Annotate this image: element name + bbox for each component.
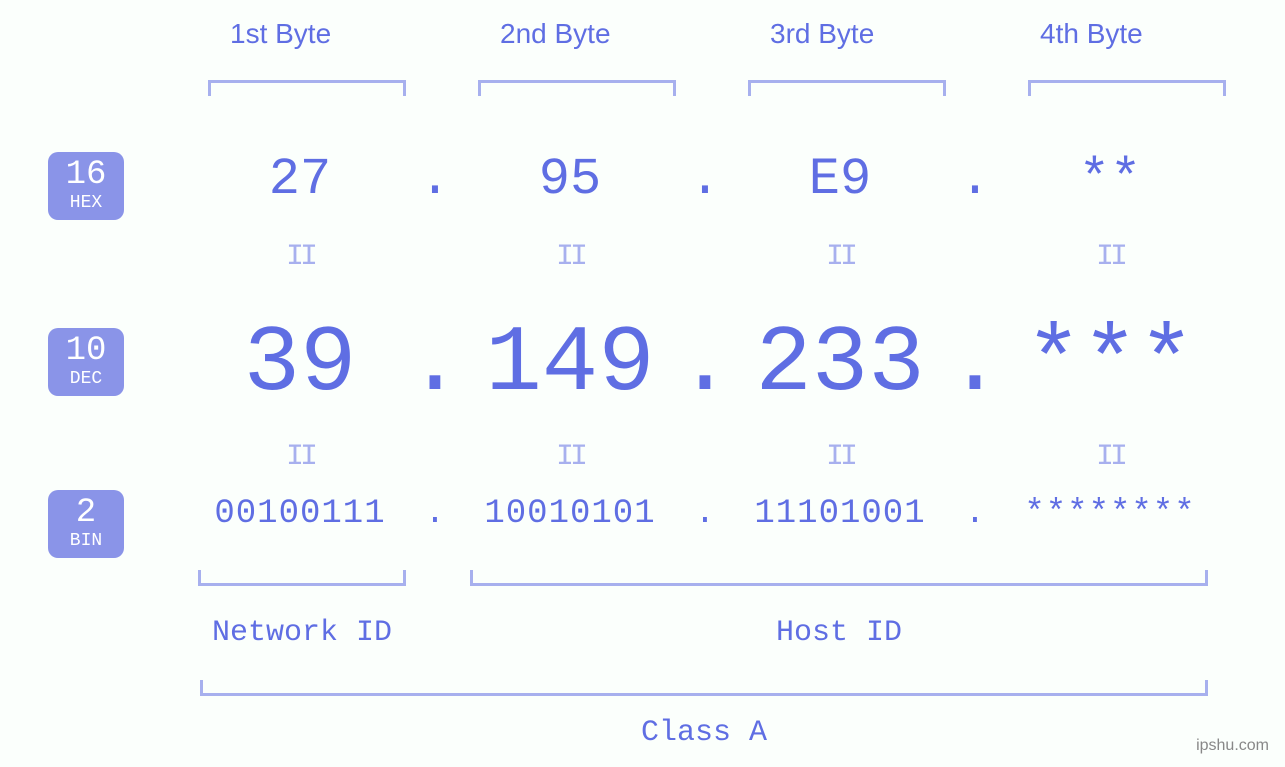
base-name: BIN (48, 532, 124, 550)
bin-byte-1: 00100111 (180, 495, 420, 533)
equals-dec-bin-3: II (810, 440, 870, 474)
hex-byte-1: 27 (210, 150, 390, 209)
base-badge-bin: 2 BIN (48, 490, 124, 558)
hex-byte-4: ** (1020, 150, 1200, 209)
equals-hex-dec-1: II (270, 240, 330, 274)
byte-label-1: 1st Byte (230, 18, 331, 50)
equals-hex-dec-3: II (810, 240, 870, 274)
hex-dot-2: . (685, 150, 725, 209)
bin-byte-2: 10010101 (450, 495, 690, 533)
byte-bracket-1 (208, 80, 406, 96)
hex-dot-1: . (415, 150, 455, 209)
byte-label-2: 2nd Byte (500, 18, 611, 50)
base-badge-dec: 10 DEC (48, 328, 124, 396)
base-badge-hex: 16 HEX (48, 152, 124, 220)
equals-dec-bin-4: II (1080, 440, 1140, 474)
bin-byte-3: 11101001 (720, 495, 960, 533)
bin-dot-3: . (960, 495, 990, 533)
base-name: HEX (48, 194, 124, 212)
dec-byte-2: 149 (440, 312, 700, 418)
byte-label-3: 3rd Byte (770, 18, 874, 50)
class-bracket (200, 680, 1208, 696)
byte-label-4: 4th Byte (1040, 18, 1143, 50)
equals-dec-bin-2: II (540, 440, 600, 474)
byte-bracket-2 (478, 80, 676, 96)
base-name: DEC (48, 370, 124, 388)
hex-dot-3: . (955, 150, 995, 209)
base-num: 2 (48, 496, 124, 530)
bin-byte-4: ******** (990, 495, 1230, 533)
dec-byte-4: *** (980, 312, 1240, 418)
host-id-label: Host ID (470, 616, 1208, 650)
bin-dot-1: . (420, 495, 450, 533)
class-label: Class A (200, 716, 1208, 750)
watermark: ipshu.com (1196, 737, 1269, 755)
network-id-label: Network ID (198, 616, 406, 650)
base-num: 16 (48, 158, 124, 192)
dec-dot-3: . (945, 312, 1005, 418)
base-num: 10 (48, 334, 124, 368)
byte-bracket-4 (1028, 80, 1226, 96)
equals-dec-bin-1: II (270, 440, 330, 474)
host-id-bracket (470, 570, 1208, 586)
dec-byte-3: 233 (710, 312, 970, 418)
equals-hex-dec-2: II (540, 240, 600, 274)
network-id-bracket (198, 570, 406, 586)
dec-dot-2: . (675, 312, 735, 418)
byte-bracket-3 (748, 80, 946, 96)
bin-dot-2: . (690, 495, 720, 533)
hex-byte-3: E9 (750, 150, 930, 209)
hex-byte-2: 95 (480, 150, 660, 209)
dec-dot-1: . (405, 312, 465, 418)
dec-byte-1: 39 (170, 312, 430, 418)
equals-hex-dec-4: II (1080, 240, 1140, 274)
